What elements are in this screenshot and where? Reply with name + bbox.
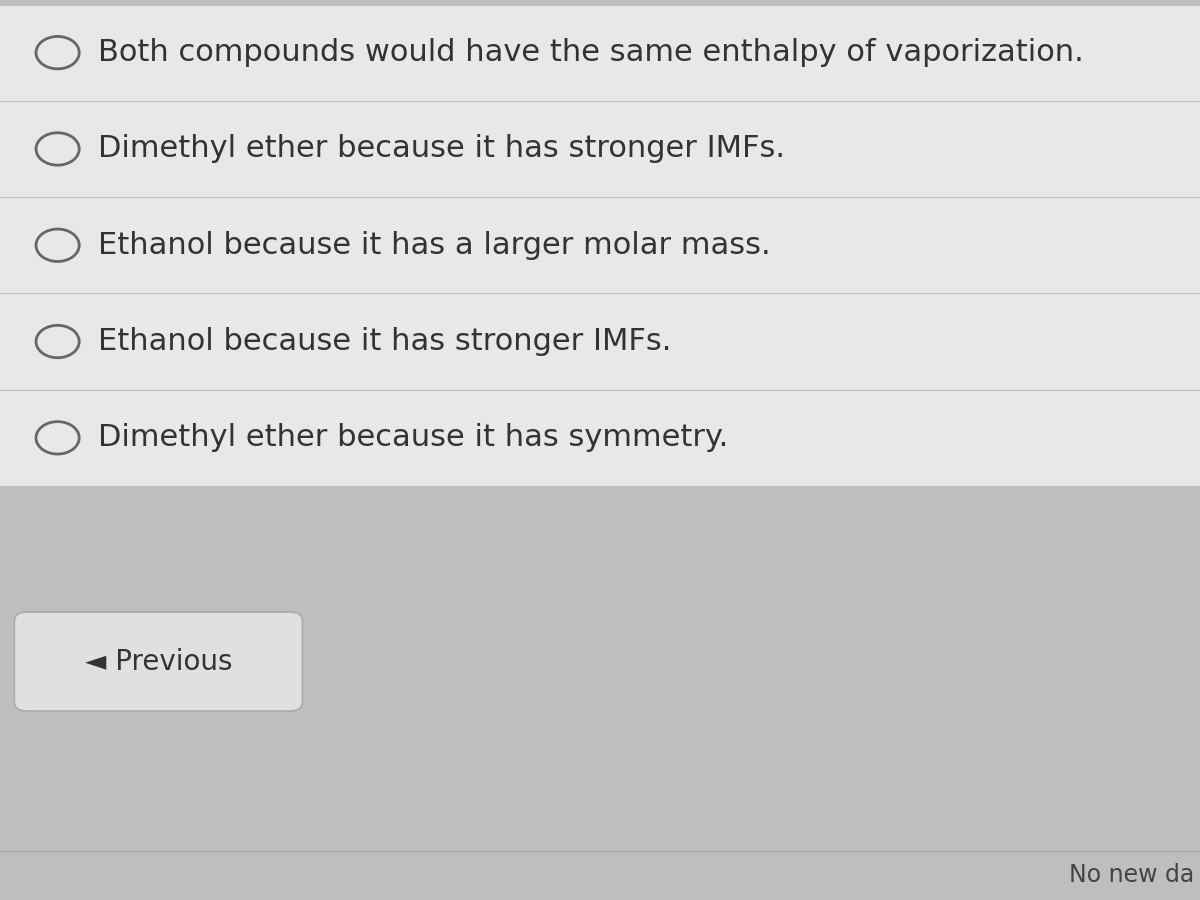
Text: ◄ Previous: ◄ Previous <box>85 647 232 676</box>
Circle shape <box>36 326 79 358</box>
FancyBboxPatch shape <box>0 4 1200 486</box>
Text: Ethanol because it has a larger molar mass.: Ethanol because it has a larger molar ma… <box>98 230 772 260</box>
Text: Ethanol because it has stronger IMFs.: Ethanol because it has stronger IMFs. <box>98 327 672 356</box>
FancyBboxPatch shape <box>14 612 302 711</box>
Text: Both compounds would have the same enthalpy of vaporization.: Both compounds would have the same entha… <box>98 38 1084 68</box>
Text: No new da: No new da <box>1069 862 1194 886</box>
Circle shape <box>36 132 79 166</box>
Text: Dimethyl ether because it has symmetry.: Dimethyl ether because it has symmetry. <box>98 423 728 453</box>
Circle shape <box>36 36 79 69</box>
Circle shape <box>36 229 79 262</box>
Circle shape <box>36 421 79 454</box>
Text: Dimethyl ether because it has stronger IMFs.: Dimethyl ether because it has stronger I… <box>98 134 785 164</box>
